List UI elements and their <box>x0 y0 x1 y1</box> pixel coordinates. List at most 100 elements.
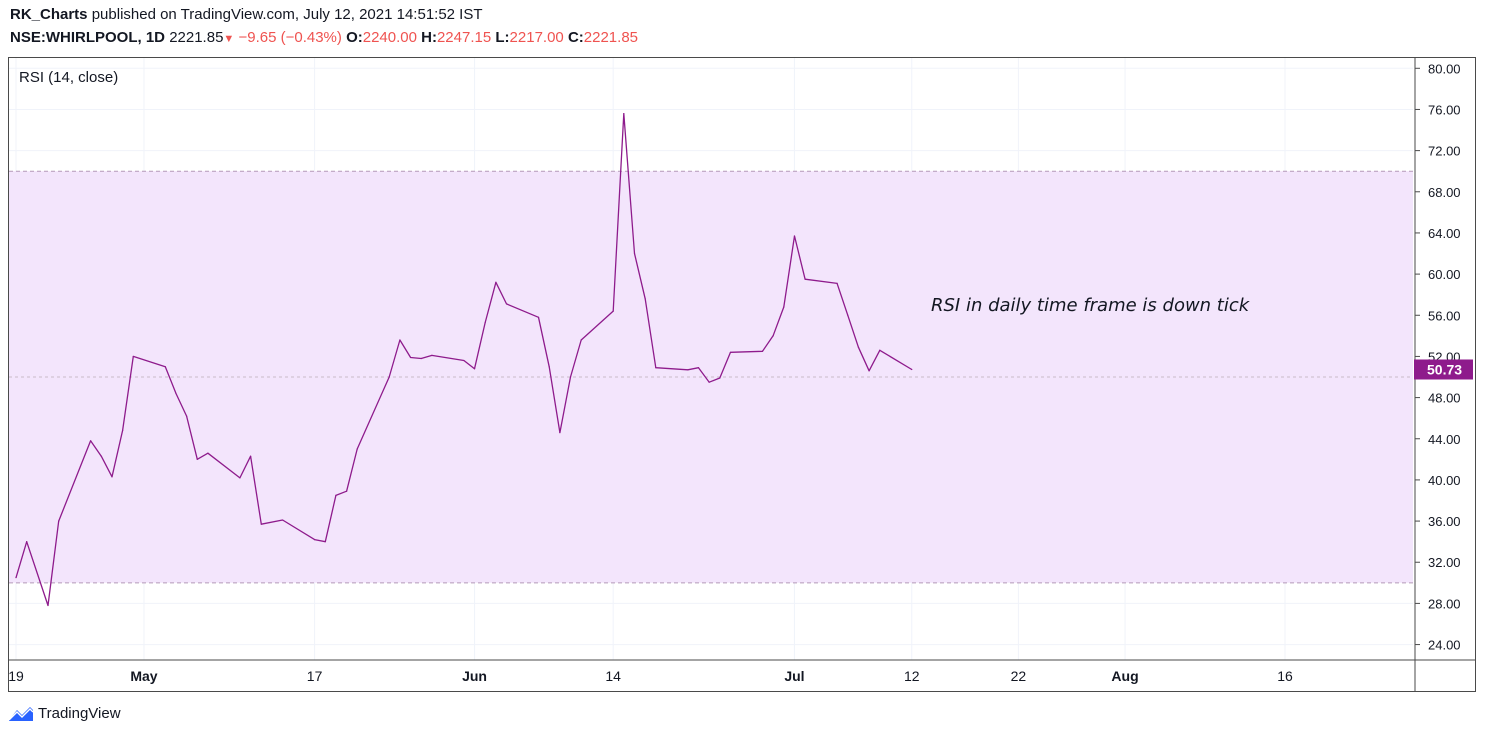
y-tick-label: 56.00 <box>1428 308 1461 323</box>
x-tick-label: Jun <box>462 668 487 684</box>
rsi-point <box>911 368 913 371</box>
rsi-point <box>26 541 28 543</box>
rsi-point <box>15 577 17 579</box>
x-tick-label: 14 <box>605 668 621 684</box>
rsi-series <box>15 112 913 607</box>
rsi-point <box>548 366 550 368</box>
indicator-title[interactable]: RSI (14, close) <box>19 69 118 86</box>
rsi-point <box>281 519 284 521</box>
rsi-point <box>260 523 262 525</box>
close-label: C: <box>567 29 584 46</box>
y-tick-label: 32.00 <box>1428 555 1461 570</box>
footer-brand[interactable]: TradingView <box>8 705 121 722</box>
rsi-point <box>250 455 252 457</box>
rsi-point <box>345 490 348 492</box>
x-tick-label: 16 <box>1277 668 1293 684</box>
rsi-point <box>463 359 465 362</box>
rsi-point <box>633 252 636 255</box>
x-tick-label: 12 <box>904 668 920 684</box>
price-change: −9.65 (−0.43%) <box>238 29 342 46</box>
rsi-point <box>186 415 188 417</box>
rsi-point <box>719 377 721 379</box>
rsi-point <box>761 350 764 352</box>
rsi-point <box>90 440 92 442</box>
down-arrow-icon: ▼ <box>223 33 235 45</box>
open-label: O: <box>346 29 363 46</box>
chart-frame[interactable] <box>8 57 1476 692</box>
symbol-label: NSE:WHIRLPOOL, 1D <box>10 29 166 46</box>
rsi-point <box>836 282 838 284</box>
rsi-point <box>484 321 486 324</box>
rsi-point <box>772 335 774 337</box>
x-tick-label: May <box>130 668 157 684</box>
rsi-point <box>388 376 390 378</box>
symbol-info: NSE:WHIRLPOOL, 1D 2221.85 ▼ −9.65 (−0.43%… <box>10 29 638 46</box>
rsi-point <box>537 316 540 318</box>
rsi-point <box>122 429 124 432</box>
rsi-point <box>132 355 134 358</box>
low-label: L: <box>495 29 510 46</box>
rsi-point <box>559 431 561 434</box>
rsi-point <box>783 306 785 308</box>
y-tick-label: 72.00 <box>1428 144 1461 159</box>
rsi-point <box>569 376 572 378</box>
y-tick-label: 80.00 <box>1428 61 1461 76</box>
rsi-point <box>473 368 476 370</box>
y-tick-label: 76.00 <box>1428 102 1461 117</box>
chart-annotation[interactable]: RSI in daily time frame is down tick <box>931 295 1251 316</box>
rsi-point <box>58 520 60 522</box>
low-value: 2217.00 <box>509 29 564 46</box>
last-value-tag <box>1414 359 1473 380</box>
tradingview-logo-icon <box>8 706 34 721</box>
rsi-point <box>879 349 881 351</box>
y-tick-label: 24.00 <box>1428 638 1461 653</box>
rsi-point <box>495 281 497 283</box>
x-tick-label: Aug <box>1111 668 1138 684</box>
y-tick-label: 68.00 <box>1428 185 1461 200</box>
high-value: 2247.15 <box>436 29 492 46</box>
rsi-point <box>196 458 198 460</box>
y-tick-label: 40.00 <box>1428 473 1461 488</box>
rsi-band <box>9 170 1413 584</box>
open-value: 2240.00 <box>362 29 417 46</box>
y-tick-label: 28.00 <box>1428 596 1461 611</box>
rsi-point <box>644 298 646 300</box>
author-name[interactable]: RK_Charts <box>10 6 88 23</box>
rsi-point <box>313 539 316 541</box>
rsi-point <box>399 339 401 341</box>
rsi-point <box>697 367 700 369</box>
rsi-point <box>47 604 49 607</box>
high-label: H: <box>421 29 437 46</box>
y-tick-label: 60.00 <box>1428 267 1461 282</box>
rsi-point <box>580 339 582 341</box>
x-axis[interactable]: 19 May 17 Jun 14 Jul 12 22 Aug 16 <box>8 659 1475 684</box>
rsi-point <box>175 392 177 395</box>
rsi-point <box>729 351 732 353</box>
rsi-point <box>708 381 710 383</box>
rsi-point <box>431 354 433 356</box>
rsi-point <box>793 235 796 237</box>
y-tick-label: 64.00 <box>1428 226 1461 241</box>
rsi-point <box>335 494 337 496</box>
close-value: 2221.85 <box>583 29 639 46</box>
rsi-point <box>409 356 412 359</box>
rsi-point <box>324 541 326 543</box>
rsi-point <box>111 476 113 478</box>
rsi-point <box>164 366 166 368</box>
rsi-point <box>239 477 241 479</box>
last-value-label: 50.73 <box>1427 361 1462 377</box>
rsi-point <box>868 370 870 372</box>
rsi-point <box>100 455 102 457</box>
y-axis[interactable]: 80.0076.0072.0068.0064.0060.0056.0052.00… <box>1414 58 1473 691</box>
publish-info: RK_Charts published on TradingView.com, … <box>10 6 483 23</box>
y-tick-label: 48.00 <box>1428 391 1461 406</box>
rsi-point <box>655 367 657 369</box>
x-tick-label: 22 <box>1011 668 1027 684</box>
rsi-point <box>857 346 860 348</box>
x-tick-label: 19 <box>8 668 24 684</box>
brand-name: TradingView <box>38 705 121 722</box>
rsi-point <box>687 369 689 371</box>
x-tick-label: 17 <box>307 668 323 684</box>
rsi-point <box>356 448 358 450</box>
